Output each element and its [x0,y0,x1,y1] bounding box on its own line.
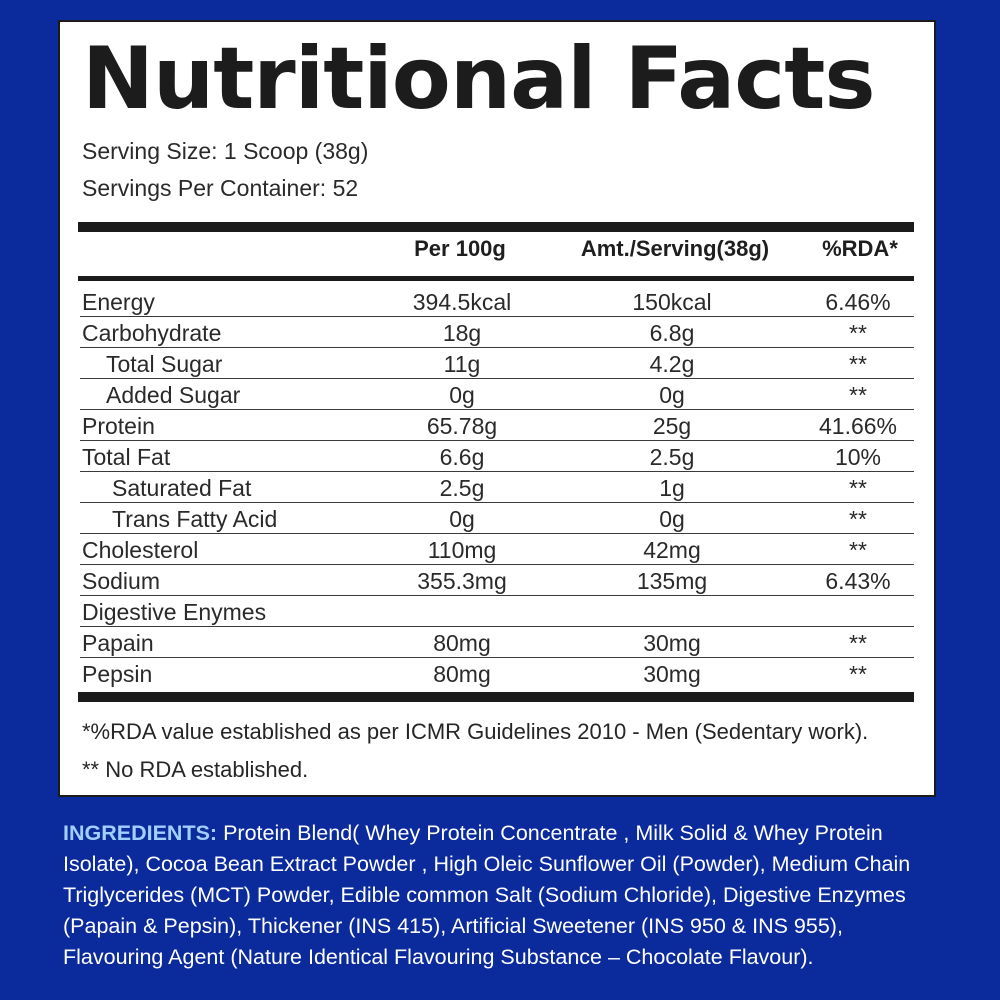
rda-value: ** [849,320,867,346]
per-serving-value: 42mg [643,537,701,563]
rda-value: ** [849,506,867,532]
table-row: Total Fat 6.6g 2.5g 10% [80,441,914,472]
header-per-serving: Amt./Serving(38g) [580,236,770,261]
rda-value: ** [849,382,867,408]
per-serving-value: 135mg [636,568,708,594]
nutrient-name: Added Sugar [106,382,241,408]
nutrient-name: Pepsin [82,661,153,687]
per-100g-value: 80mg [433,630,491,656]
nutrient-name: Protein [82,413,155,439]
nutrient-name: Total Fat [82,444,171,470]
nutrient-name: Trans Fatty Acid [112,506,278,532]
rda-value: ** [849,630,867,656]
rda-value: ** [849,351,867,377]
per-serving-value: 30mg [643,661,701,687]
panel-title: Nutritional Facts [82,29,876,129]
table-row: Saturated Fat 2.5g 1g ** [80,472,914,503]
rda-value: 6.46% [825,289,891,315]
per-100g-value: 11g [443,351,481,377]
per-serving-value: 2.5g [649,444,695,470]
nutrient-name: Total Sugar [106,351,223,377]
per-100g-value: 394.5kcal [412,289,512,315]
rda-value: ** [849,475,867,501]
per-serving-value: 1g [659,475,685,501]
table-row: Added Sugar 0g 0g ** [80,379,914,410]
per-100g-value: 18g [442,320,482,346]
servings-per-container: Servings Per Container: 52 [82,175,359,201]
nutrient-name: Sodium [82,568,160,594]
per-serving-value: 150kcal [632,289,712,315]
rda-value: ** [849,661,867,687]
per-serving-value: 4.2g [649,351,695,377]
table-row: Energy 394.5kcal 150kcal 6.46% [80,286,914,317]
nutrient-name: Energy [82,289,155,315]
nutrient-name: Cholesterol [82,537,199,563]
bottom-divider [78,692,914,702]
nutrient-name: Carbohydrate [82,320,222,346]
ingredients-label: INGREDIENTS: [63,821,218,845]
rda-footnote: *%RDA value established as per ICMR Guid… [82,719,869,744]
per-100g-value: 2.5g [439,475,485,501]
rda-value: 6.43% [825,568,891,594]
table-row: Pepsin 80mg 30mg ** [80,658,914,689]
nutrient-name: Papain [82,630,154,656]
top-divider [78,222,914,232]
header-per-100g: Per 100g [414,236,506,261]
no-rda-footnote: ** No RDA established. [82,757,309,782]
table-row: Carbohydrate 18g 6.8g ** [80,317,914,348]
per-serving-value: 0g [659,506,685,532]
ingredients-section: INGREDIENTS: Protein Blend( Whey Protein… [63,818,938,973]
nutrient-name: Saturated Fat [112,475,252,501]
table-row: Total Sugar 11g 4.2g ** [80,348,914,379]
table-row: Papain 80mg 30mg ** [80,627,914,658]
per-100g-value: 65.78g [426,413,498,439]
rda-value: 10% [834,444,882,470]
per-100g-value: 80mg [433,661,491,687]
ingredients-text: Protein Blend( Whey Protein Concentrate … [63,821,911,969]
table-row: Protein 65.78g 25g 41.66% [80,410,914,441]
nutrient-name: Digestive Enymes [82,599,267,625]
rda-value: ** [849,537,867,563]
per-serving-value: 25g [652,413,692,439]
table-row: Cholesterol 110mg 42mg ** [80,534,914,565]
per-serving-value: 30mg [643,630,701,656]
serving-size: Serving Size: 1 Scoop (38g) [82,138,369,164]
header-rda: %RDA* [822,236,898,261]
nutrition-facts-panel: Nutritional Facts Serving Size: 1 Scoop … [58,20,936,797]
per-100g-value: 355.3mg [417,568,507,594]
nutrient-table-body: Energy 394.5kcal 150kcal 6.46% Carbohydrate 1… [80,286,914,689]
per-100g-value: 6.6g [439,444,485,470]
per-100g-value: 0g [449,382,475,408]
header-divider [78,276,914,281]
table-row: Sodium 355.3mg 135mg 6.43% [80,565,914,596]
per-100g-value: 110mg [427,537,497,563]
per-100g-value: 0g [449,506,475,532]
table-row: Digestive Enymes [80,596,914,627]
per-serving-value: 6.8g [649,320,695,346]
table-row: Trans Fatty Acid 0g 0g ** [80,503,914,534]
per-serving-value: 0g [659,382,685,408]
rda-value: 41.66% [818,413,897,439]
